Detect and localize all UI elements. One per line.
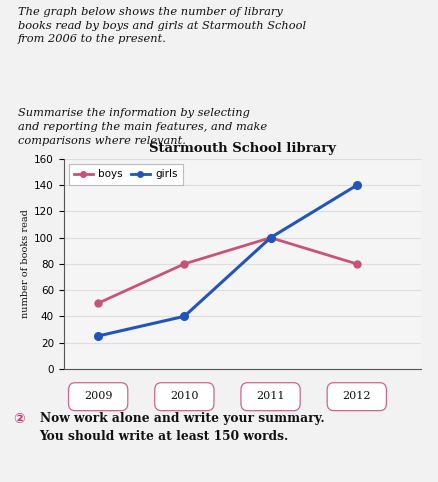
Legend: boys, girls: boys, girls [69, 164, 182, 185]
Title: Starmouth School library: Starmouth School library [149, 142, 335, 155]
Text: 2011: 2011 [256, 391, 284, 401]
Text: 2012: 2012 [342, 391, 370, 401]
Text: ②: ② [13, 412, 25, 426]
Y-axis label: number of books read: number of books read [21, 210, 30, 318]
Text: Now work alone and write your summary.
You should write at least 150 words.: Now work alone and write your summary. Y… [39, 412, 323, 443]
Text: 2010: 2010 [170, 391, 198, 401]
Text: Summarise the information by selecting
and reporting the main features, and make: Summarise the information by selecting a… [18, 108, 266, 146]
Text: 2009: 2009 [84, 391, 112, 401]
Text: The graph below shows the number of library
books read by boys and girls at Star: The graph below shows the number of libr… [18, 7, 305, 44]
